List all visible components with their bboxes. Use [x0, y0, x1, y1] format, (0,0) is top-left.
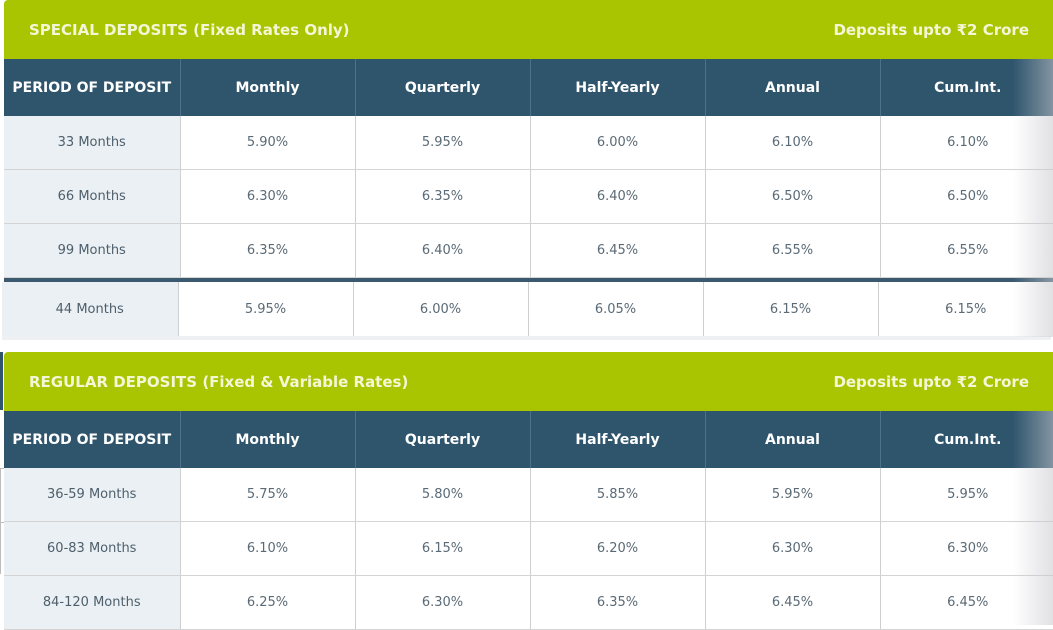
- period-cell: 99 Months: [4, 223, 181, 278]
- rate-cum-int: 6.50%: [880, 169, 1053, 224]
- rate-monthly: 5.90%: [180, 116, 356, 170]
- period-cell: 84-120 Months: [4, 575, 181, 630]
- rate-quarterly: 6.40%: [355, 223, 531, 278]
- special-deposits-table: PERIOD OF DEPOSIT Monthly Quarterly Half…: [4, 59, 1053, 278]
- special-deposits-banner: SPECIAL DEPOSITS (Fixed Rates Only) Depo…: [4, 0, 1053, 59]
- section-left-bar: [0, 352, 3, 410]
- rate-half-yearly: 6.35%: [530, 575, 706, 630]
- rate-annual: 6.45%: [705, 575, 881, 630]
- rate-quarterly: 5.95%: [355, 116, 531, 170]
- rate-annual: 5.95%: [705, 468, 881, 522]
- header-monthly: Monthly: [180, 411, 356, 468]
- rate-quarterly: 6.00%: [353, 282, 529, 336]
- special-deposits-extra-table: 44 Months 5.95% 6.00% 6.05% 6.15% 6.15%: [2, 282, 1053, 336]
- rate-annual: 6.55%: [705, 223, 881, 278]
- table-row: 84-120 Months 6.25% 6.30% 6.35% 6.45% 6.…: [4, 575, 1053, 630]
- period-cell: 36-59 Months: [4, 468, 181, 522]
- header-quarterly: Quarterly: [355, 411, 531, 468]
- rate-half-yearly: 6.20%: [530, 521, 706, 576]
- header-annual: Annual: [705, 411, 881, 468]
- table-header-row: PERIOD OF DEPOSIT Monthly Quarterly Half…: [4, 59, 1053, 116]
- rate-half-yearly: 6.40%: [530, 169, 706, 224]
- rate-cum-int: 6.15%: [878, 282, 1053, 336]
- edge-line: [0, 468, 4, 469]
- rate-monthly: 6.30%: [180, 169, 356, 224]
- header-cum-int: Cum.Int.: [880, 59, 1053, 116]
- rate-half-yearly: 6.05%: [528, 282, 704, 336]
- rate-cum-int: 5.95%: [880, 468, 1053, 522]
- regular-deposits-title: REGULAR DEPOSITS (Fixed & Variable Rates…: [29, 372, 409, 391]
- row-shadow: [2, 336, 1051, 340]
- table-row: 36-59 Months 5.75% 5.80% 5.85% 5.95% 5.9…: [4, 468, 1053, 522]
- rate-half-yearly: 6.45%: [530, 223, 706, 278]
- period-cell: 60-83 Months: [4, 521, 181, 576]
- section-divider: [4, 278, 1053, 282]
- special-deposits-extra: 44 Months 5.95% 6.00% 6.05% 6.15% 6.15%: [2, 282, 1053, 340]
- special-deposits-limit: Deposits upto ₹2 Crore: [833, 20, 1029, 39]
- rate-quarterly: 6.35%: [355, 169, 531, 224]
- regular-deposits-table: PERIOD OF DEPOSIT Monthly Quarterly Half…: [4, 411, 1053, 630]
- header-cum-int: Cum.Int.: [880, 411, 1053, 468]
- table-row: 66 Months 6.30% 6.35% 6.40% 6.50% 6.50%: [4, 169, 1053, 224]
- period-cell: 44 Months: [2, 282, 179, 336]
- table-row: 33 Months 5.90% 5.95% 6.00% 6.10% 6.10%: [4, 116, 1053, 170]
- rate-cum-int: 6.55%: [880, 223, 1053, 278]
- rate-cum-int: 6.45%: [880, 575, 1053, 630]
- header-monthly: Monthly: [180, 59, 356, 116]
- edge-line: [0, 468, 1, 574]
- table-row: 99 Months 6.35% 6.40% 6.45% 6.55% 6.55%: [4, 223, 1053, 278]
- rate-monthly: 6.10%: [180, 521, 356, 576]
- rate-monthly: 6.35%: [180, 223, 356, 278]
- rate-cum-int: 6.30%: [880, 521, 1053, 576]
- rate-monthly: 6.25%: [180, 575, 356, 630]
- header-half-yearly: Half-Yearly: [530, 411, 706, 468]
- header-quarterly: Quarterly: [355, 59, 531, 116]
- special-deposits-section: SPECIAL DEPOSITS (Fixed Rates Only) Depo…: [4, 0, 1053, 278]
- table-row: 44 Months 5.95% 6.00% 6.05% 6.15% 6.15%: [2, 282, 1053, 336]
- rate-cum-int: 6.10%: [880, 116, 1053, 170]
- header-annual: Annual: [705, 59, 881, 116]
- period-cell: 66 Months: [4, 169, 181, 224]
- header-period: PERIOD OF DEPOSIT: [4, 411, 181, 468]
- rate-quarterly: 6.15%: [355, 521, 531, 576]
- rate-monthly: 5.95%: [178, 282, 354, 336]
- header-half-yearly: Half-Yearly: [530, 59, 706, 116]
- period-cell: 33 Months: [4, 116, 181, 170]
- header-period: PERIOD OF DEPOSIT: [4, 59, 181, 116]
- rate-annual: 6.15%: [703, 282, 879, 336]
- edge-line: [0, 522, 4, 523]
- table-row: 60-83 Months 6.10% 6.15% 6.20% 6.30% 6.3…: [4, 521, 1053, 576]
- regular-deposits-section: REGULAR DEPOSITS (Fixed & Variable Rates…: [4, 352, 1053, 630]
- rate-annual: 6.30%: [705, 521, 881, 576]
- rate-half-yearly: 6.00%: [530, 116, 706, 170]
- rate-annual: 6.50%: [705, 169, 881, 224]
- rate-quarterly: 5.80%: [355, 468, 531, 522]
- regular-deposits-limit: Deposits upto ₹2 Crore: [833, 372, 1029, 391]
- rate-quarterly: 6.30%: [355, 575, 531, 630]
- rate-half-yearly: 5.85%: [530, 468, 706, 522]
- rate-annual: 6.10%: [705, 116, 881, 170]
- table-header-row: PERIOD OF DEPOSIT Monthly Quarterly Half…: [4, 411, 1053, 468]
- regular-deposits-banner: REGULAR DEPOSITS (Fixed & Variable Rates…: [4, 352, 1053, 411]
- rate-monthly: 5.75%: [180, 468, 356, 522]
- special-deposits-title: SPECIAL DEPOSITS (Fixed Rates Only): [29, 20, 350, 39]
